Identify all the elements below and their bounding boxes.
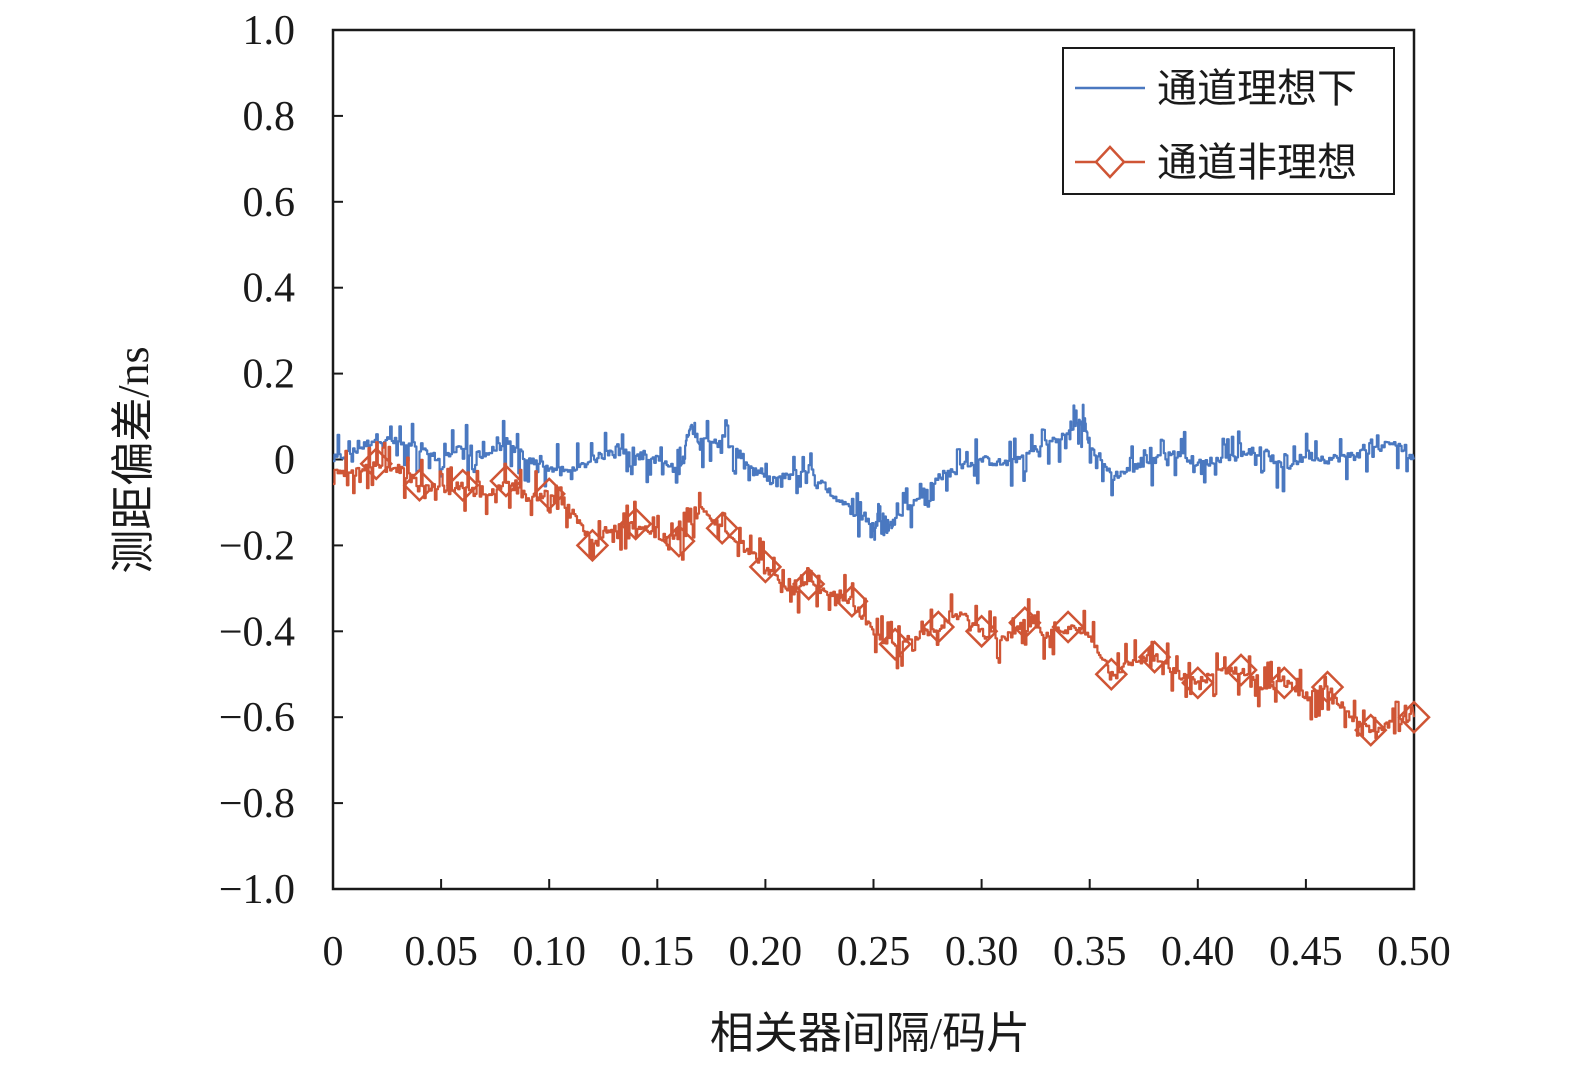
y-axis-ticks: 1.0 0.8 0.6 0.4 0.2 0 −0.2 −0.4 −0.6 −0.8 −1.0	[219, 8, 343, 913]
series-1-diamond-marker	[402, 468, 437, 503]
x-tick-label: 0	[323, 929, 344, 975]
y-tick-label: 0	[274, 438, 295, 484]
series-layer	[333, 403, 1431, 747]
y-tick-label: 0.2	[243, 352, 296, 398]
series-1-diamond-marker	[964, 614, 999, 649]
series-1-diamond-marker	[1397, 700, 1431, 734]
x-tick-label: 0.35	[1053, 929, 1127, 975]
series-1-diamond-marker	[1224, 653, 1258, 687]
x-tick-label: 0.05	[404, 929, 478, 975]
x-tick-label: 0.15	[621, 929, 695, 975]
x-tick-label: 0.45	[1269, 929, 1343, 975]
x-tick-label: 0.10	[512, 929, 586, 975]
x-tick-label: 0.40	[1161, 929, 1235, 975]
legend-marker-diamond	[1094, 145, 1126, 179]
series-1-diamond-marker	[1094, 657, 1129, 692]
series-1-diamond-marker	[662, 524, 696, 558]
y-tick-label: −0.8	[219, 781, 295, 827]
legend-label-nonideal: 通道非理想	[1157, 140, 1357, 185]
y-tick-label: 0.6	[243, 180, 296, 226]
series-1-diamond-marker	[1181, 666, 1215, 700]
series-1-diamond-marker	[489, 464, 523, 498]
series-1-diamond-marker	[878, 627, 912, 661]
y-axis-title: 测距偏差/ns	[109, 346, 158, 573]
x-tick-label: 0.20	[729, 929, 803, 975]
x-axis-title: 相关器间隔/码片	[710, 1009, 1030, 1058]
series-1-diamond-marker	[575, 528, 610, 563]
series-1-diamond-marker	[748, 550, 783, 584]
x-tick-label: 0.50	[1377, 929, 1451, 975]
series-1-diamond-marker	[835, 584, 869, 619]
legend: 通道理想下 通道非理想	[1062, 47, 1395, 195]
y-tick-label: 0.4	[243, 266, 296, 312]
legend-label-ideal: 通道理想下	[1157, 66, 1357, 111]
series-1-diamond-marker	[532, 477, 566, 511]
series-1-diamond-marker	[445, 468, 480, 503]
x-tick-label: 0.25	[837, 929, 911, 975]
series-line-0	[333, 403, 1416, 541]
x-tick-label: 0.30	[945, 929, 1019, 975]
series-1-diamond-marker	[921, 610, 956, 644]
x-axis-ticks: 0 0.05 0.10 0.15 0.20 0.25 0.30 0.35 0.40 0.45 0.5…	[323, 879, 1451, 975]
y-tick-label: −0.4	[219, 609, 295, 655]
series-1-diamond-marker	[705, 511, 739, 545]
y-tick-label: −0.6	[219, 695, 295, 741]
series-1-diamond-marker	[1353, 713, 1388, 747]
series-1-diamond-marker	[1137, 640, 1172, 674]
y-tick-label: 0.8	[243, 94, 296, 140]
y-tick-label: −1.0	[219, 867, 295, 913]
series-1-diamond-marker	[1051, 610, 1085, 644]
y-tick-label: −0.2	[219, 523, 295, 569]
series-1-diamond-marker	[791, 567, 826, 601]
series-1-diamond-marker	[618, 507, 653, 541]
series-1-diamond-marker	[359, 447, 394, 481]
series-1-diamond-marker	[1267, 666, 1302, 700]
y-tick-label: 1.0	[243, 8, 296, 54]
series-1-diamond-marker	[1310, 670, 1345, 704]
series-1-diamond-marker	[1008, 605, 1042, 640]
